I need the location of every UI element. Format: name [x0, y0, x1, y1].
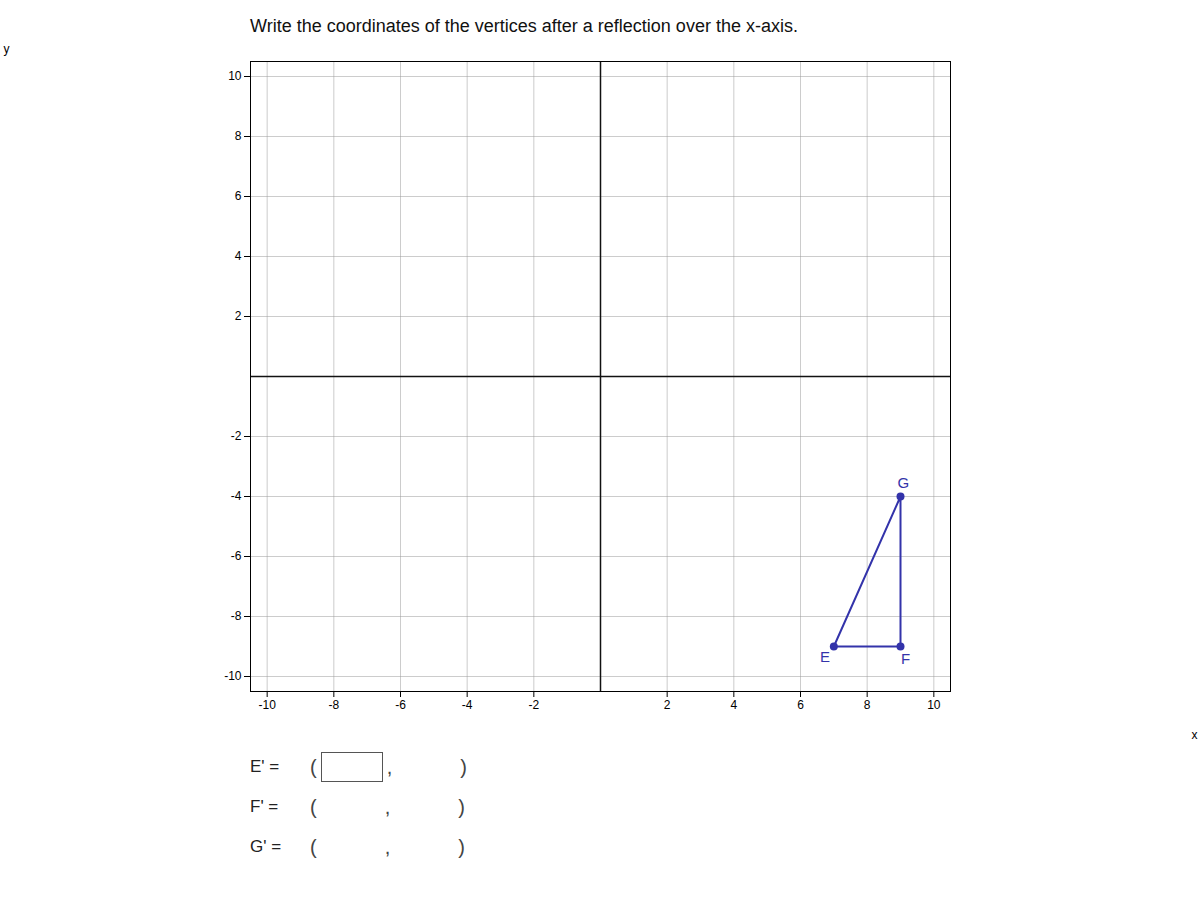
svg-text:4: 4 [235, 249, 242, 263]
svg-text:6: 6 [235, 189, 242, 203]
html-text:Write the coordinates of the v: Write the coordinates of the vertices af… [250, 16, 798, 36]
svg-text:-4: -4 [231, 489, 242, 503]
svg-text:2: 2 [235, 309, 242, 323]
svg-text:E: E [820, 648, 830, 665]
svg-text:4: 4 [730, 698, 737, 712]
svg-text:-8: -8 [231, 609, 242, 623]
svg-text:-10: -10 [258, 698, 276, 712]
svg-text:8: 8 [235, 129, 242, 143]
svg-text:-4: -4 [462, 698, 473, 712]
svg-text:8: 8 [864, 698, 871, 712]
svg-text:-2: -2 [231, 429, 242, 443]
svg-text:x: x [1192, 728, 1198, 742]
svg-text:10: 10 [927, 698, 941, 712]
svg-text:-10: -10 [224, 669, 242, 683]
svg-text:-8: -8 [328, 698, 339, 712]
svg-text:y: y [4, 42, 10, 56]
html-text:E' =: E' = [250, 757, 280, 776]
html-text:F' =: F' = [250, 797, 279, 816]
svg-text:F: F [901, 650, 910, 667]
svg-text:6: 6 [797, 698, 804, 712]
svg-text:-6: -6 [395, 698, 406, 712]
html-text:G' =: G' = [250, 837, 282, 856]
svg-text:10: 10 [228, 69, 242, 83]
svg-text:-2: -2 [528, 698, 539, 712]
svg-text:2: 2 [664, 698, 671, 712]
svg-text:-6: -6 [231, 549, 242, 563]
svg-text:G: G [897, 474, 909, 491]
